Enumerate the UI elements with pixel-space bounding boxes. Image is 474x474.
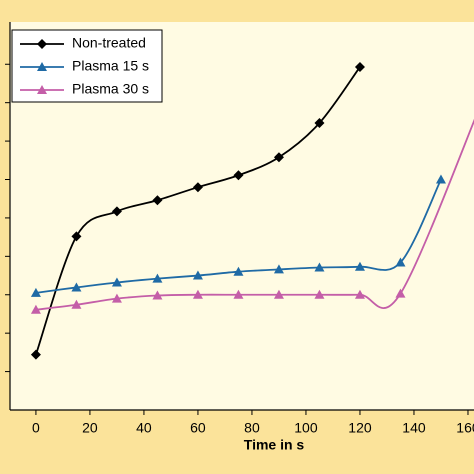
marker [111,293,122,303]
marker [395,288,406,298]
x-tick-label: 40 [136,420,152,436]
x-tick-label: 160 [456,420,474,436]
marker [30,287,41,297]
marker [37,85,47,94]
marker [233,170,244,181]
legend-label: Plasma 15 s [72,58,149,74]
x-axis-label: Time in s [244,437,305,453]
marker [273,289,284,299]
marker [37,39,47,49]
marker [273,152,284,163]
marker [192,270,203,280]
marker [111,277,122,287]
marker [192,289,203,299]
marker [30,349,41,360]
x-tick-label: 80 [244,420,260,436]
marker [233,266,244,276]
marker [314,262,325,272]
legend-label: Plasma 30 s [72,81,149,97]
marker [273,264,284,274]
marker [314,289,325,299]
marker [354,61,365,72]
marker [71,231,82,242]
x-tick-label: 120 [348,420,372,436]
marker [152,290,163,300]
marker [395,257,406,267]
marker [354,289,365,299]
x-tick-label: 20 [82,420,98,436]
marker [37,62,47,71]
marker [71,282,82,292]
marker [192,182,203,193]
marker [30,304,41,314]
marker [435,174,446,184]
marker [152,273,163,283]
marker [354,261,365,271]
marker [152,195,163,206]
x-tick-label: 60 [190,420,206,436]
x-tick-label: 100 [294,420,318,436]
marker [71,299,82,309]
x-tick-label: 0 [32,420,40,436]
legend-label: Non-treated [72,35,146,51]
x-tick-label: 140 [402,420,426,436]
marker [111,206,122,217]
marker [233,289,244,299]
marker [314,118,325,129]
